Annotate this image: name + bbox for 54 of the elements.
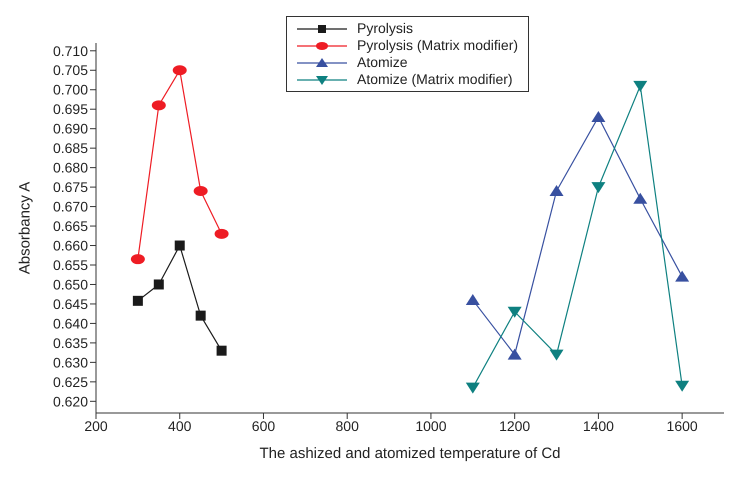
point [172, 65, 187, 76]
y-axis-title: Absorbancy A [16, 182, 34, 274]
y-tick-label: 0.625 [52, 374, 88, 390]
point [508, 348, 522, 360]
point [508, 306, 522, 318]
y-tick-label: 0.700 [52, 82, 88, 98]
y-tick-label: 0.640 [52, 315, 88, 332]
point [591, 182, 606, 194]
point [675, 270, 690, 282]
y-tick-label: 0.690 [52, 120, 88, 137]
point [154, 279, 164, 290]
x-tick-label: 1600 [666, 418, 698, 434]
y-tick-label: 0.645 [52, 296, 88, 312]
y-tick-label: 0.705 [52, 62, 88, 78]
legend-label: Atomize (Matrix modifier) [357, 71, 513, 88]
point [214, 228, 229, 239]
x-tick-label: 600 [252, 418, 276, 434]
x-tick-label: 1000 [415, 418, 447, 434]
point [633, 80, 648, 92]
y-tick-label: 0.710 [52, 42, 88, 59]
point [132, 296, 143, 306]
x-tick-label: 400 [168, 418, 192, 434]
y-tick-label: 0.670 [52, 198, 88, 215]
y-tick-label: 0.650 [52, 276, 88, 292]
point [130, 254, 145, 264]
point [152, 100, 166, 110]
y-tick-label: 0.660 [52, 237, 88, 254]
legend-label: Atomize [357, 54, 408, 71]
x-tick-label: 1200 [499, 418, 530, 434]
legend-label: Pyrolysis (Matrix modifier) [357, 37, 518, 54]
point [466, 382, 480, 394]
point [174, 240, 185, 251]
x-axis-title: The ashized and atomized temperature of Cd [259, 445, 561, 462]
y-tick-label: 0.675 [52, 179, 88, 196]
x-tick-label: 1400 [582, 418, 614, 434]
y-tick-label: 0.620 [52, 393, 88, 410]
point [216, 346, 227, 356]
point [591, 111, 606, 122]
y-tick-label: 0.655 [52, 256, 88, 273]
legend-label: Pyrolysis [357, 20, 414, 37]
y-tick-label: 0.635 [52, 334, 88, 351]
y-tick-label: 0.685 [52, 140, 88, 156]
point [196, 310, 206, 321]
point [550, 350, 564, 361]
x-tick-label: 200 [84, 418, 108, 434]
x-tick-label: 800 [336, 418, 360, 434]
y-tick-label: 0.695 [52, 101, 88, 118]
point [675, 380, 690, 392]
y-tick-label: 0.665 [52, 218, 88, 234]
point [633, 192, 648, 204]
point [550, 185, 564, 196]
y-tick-label: 0.630 [52, 354, 88, 370]
y-tick-label: 0.680 [52, 160, 88, 176]
point [466, 294, 480, 306]
